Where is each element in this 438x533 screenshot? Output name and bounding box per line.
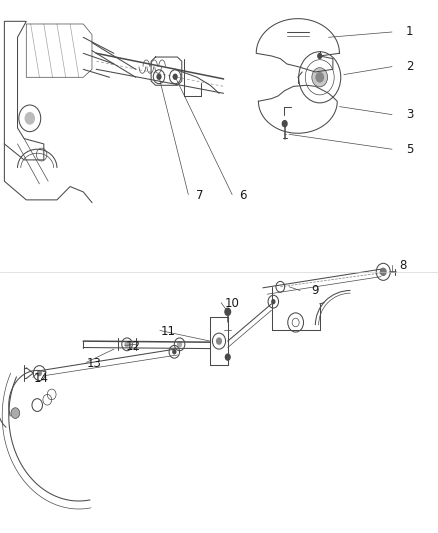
Text: 8: 8 [399, 259, 406, 272]
Text: 1: 1 [406, 26, 413, 38]
Circle shape [11, 408, 20, 418]
Text: 12: 12 [126, 340, 141, 353]
Circle shape [271, 299, 276, 304]
Circle shape [37, 370, 42, 376]
Text: 6: 6 [239, 189, 247, 202]
Circle shape [380, 268, 387, 276]
Circle shape [177, 341, 182, 348]
Circle shape [312, 68, 328, 87]
Circle shape [124, 341, 130, 348]
Circle shape [25, 112, 35, 125]
Circle shape [224, 308, 231, 316]
Text: 7: 7 [195, 189, 203, 202]
Circle shape [172, 349, 177, 354]
Text: 3: 3 [406, 108, 413, 121]
Circle shape [317, 53, 322, 59]
Text: 11: 11 [161, 325, 176, 338]
Text: 14: 14 [34, 372, 49, 385]
Circle shape [225, 353, 231, 361]
Text: 10: 10 [225, 297, 240, 310]
Text: 2: 2 [406, 60, 413, 73]
Circle shape [156, 74, 162, 80]
Circle shape [216, 337, 222, 345]
Text: 5: 5 [406, 143, 413, 156]
Text: 9: 9 [311, 284, 319, 297]
Text: 13: 13 [87, 357, 102, 370]
Circle shape [173, 74, 178, 80]
Circle shape [282, 120, 288, 127]
Circle shape [315, 72, 324, 83]
